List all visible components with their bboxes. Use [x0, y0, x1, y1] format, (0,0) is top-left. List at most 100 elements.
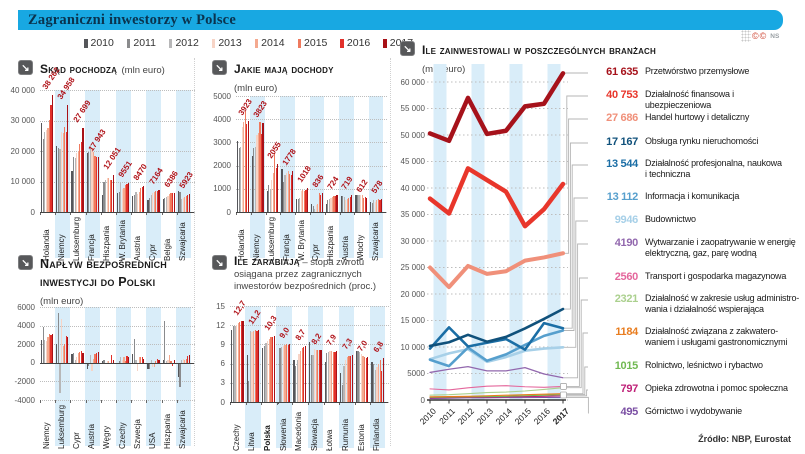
bar	[331, 196, 334, 212]
axis-tick	[70, 212, 72, 215]
bar	[359, 352, 361, 402]
bar	[309, 342, 311, 402]
bar	[363, 357, 366, 402]
bar	[138, 192, 140, 212]
category-label: Słowenia	[276, 405, 292, 451]
bar	[351, 355, 353, 402]
gridline	[230, 306, 389, 307]
bar	[173, 360, 175, 363]
bar	[374, 201, 376, 212]
category-label: Czechy	[115, 403, 130, 449]
bar	[370, 201, 372, 212]
bar	[362, 355, 364, 402]
chart-title: Napływ bezpośrednich inwestycji do Polsk…	[40, 257, 168, 289]
bar	[60, 131, 63, 212]
bar	[267, 340, 269, 402]
axis-tick	[230, 402, 231, 405]
bar	[310, 354, 312, 402]
bar	[335, 351, 338, 402]
bar	[257, 330, 260, 402]
bar	[96, 156, 98, 212]
bar	[273, 336, 275, 402]
bar	[135, 360, 137, 363]
bar	[317, 349, 319, 402]
chart-sectors: ↘ Ile zainwestowali w poszczególnych bra…	[392, 36, 805, 454]
axis-tick	[146, 212, 148, 215]
y-axis-label: 1000	[213, 184, 231, 194]
bar	[180, 198, 183, 212]
bar	[348, 355, 350, 402]
bar	[79, 351, 81, 363]
bar	[285, 172, 288, 212]
bar	[170, 360, 172, 363]
bar	[123, 187, 125, 212]
axis-tick	[265, 212, 267, 215]
y-axis-label: -2000	[14, 376, 35, 386]
gridline	[40, 307, 195, 308]
gridline	[40, 325, 195, 327]
y-axis-label: -4000	[14, 395, 35, 405]
legend-value: 27 686	[606, 112, 638, 124]
year-legend-item: 2013	[211, 37, 242, 49]
bar	[148, 197, 151, 212]
agency-initials: NS	[770, 33, 780, 40]
column-separator	[390, 58, 391, 446]
series-line	[428, 251, 565, 290]
bar	[140, 187, 142, 212]
legend-connector	[564, 142, 588, 310]
bar	[86, 362, 88, 370]
bar	[284, 174, 286, 212]
bar	[103, 360, 105, 363]
column-stripe	[145, 307, 162, 446]
bar	[231, 329, 233, 402]
bar	[156, 359, 159, 363]
category-label: Czechy	[229, 405, 245, 451]
bar	[121, 189, 123, 212]
year-swatch	[211, 38, 216, 48]
bar	[180, 360, 183, 363]
bar	[52, 333, 54, 363]
category-label-text: Austria	[87, 424, 97, 449]
legend-label: Działalność finansowa i ubezpieczeniowa	[645, 89, 734, 111]
bar	[271, 179, 273, 212]
gridline	[40, 120, 195, 122]
series-line	[428, 307, 565, 348]
bar	[253, 330, 255, 402]
bar	[185, 358, 187, 363]
bar	[244, 111, 246, 212]
year-legend-item: 2015	[297, 37, 327, 49]
bar	[292, 170, 294, 212]
bar	[156, 190, 159, 212]
bar	[326, 352, 328, 402]
bar	[124, 184, 127, 212]
gridline	[236, 142, 387, 144]
category-label: Rumunia	[338, 405, 354, 451]
bar	[57, 312, 59, 363]
bar	[170, 193, 172, 212]
bar	[239, 322, 241, 402]
bar	[136, 362, 139, 372]
bar	[112, 360, 115, 363]
bar	[346, 357, 348, 402]
bar	[238, 148, 240, 212]
bar	[295, 366, 297, 402]
y-axis-label: 3000	[213, 137, 231, 147]
arrow-down-right-icon: ↘	[400, 41, 415, 56]
bar	[167, 360, 169, 363]
bar	[164, 321, 166, 363]
bar	[251, 156, 253, 212]
axis-tick	[295, 212, 297, 215]
bar	[56, 146, 58, 212]
bar	[271, 336, 274, 402]
series-line	[428, 321, 565, 351]
bar	[88, 152, 90, 212]
bar	[108, 361, 110, 363]
bar	[241, 127, 243, 212]
bar	[329, 351, 331, 402]
bar	[124, 361, 127, 363]
bar	[126, 184, 128, 212]
bar	[234, 326, 236, 402]
chart-subtitle: – stopa zwrotu osiągana przez zagraniczn…	[234, 257, 377, 292]
category-label-text: Słowacja	[309, 418, 319, 451]
bar	[318, 350, 321, 402]
